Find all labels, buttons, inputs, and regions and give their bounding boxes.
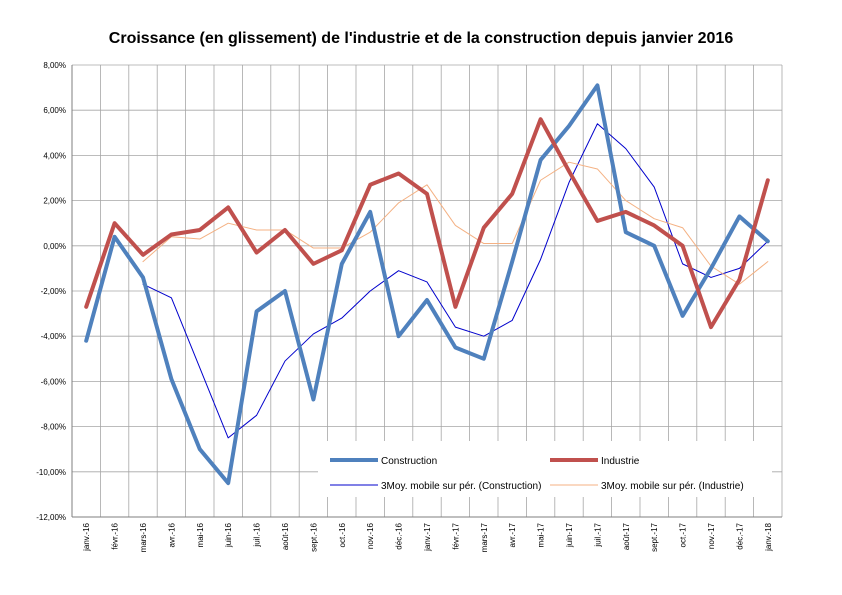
- series-line-1: [84, 117, 770, 330]
- y-tick-label: 0,00%: [43, 242, 66, 251]
- x-tick-label: oct.-16: [338, 522, 347, 547]
- x-tick-label: juil.-16: [253, 522, 262, 547]
- x-tick-label: déc.-16: [395, 522, 404, 549]
- legend-label: Industrie: [601, 456, 640, 467]
- y-tick-label: 8,00%: [43, 61, 66, 70]
- x-tick-label: avr.-17: [508, 522, 517, 547]
- x-tick-label: mai-16: [196, 522, 205, 547]
- series-line-2: [142, 123, 769, 439]
- x-tick-label: sept.-17: [650, 522, 659, 551]
- legend-label: Construction: [381, 456, 437, 467]
- x-tick-label: sept.-16: [309, 522, 318, 551]
- x-tick-label: janv.-18: [764, 522, 773, 551]
- x-tick-label: juin-17: [565, 522, 574, 548]
- y-tick-label: 2,00%: [43, 197, 66, 206]
- y-tick-label: -6,00%: [41, 377, 66, 386]
- x-tick-label: févr.-17: [451, 522, 460, 549]
- series-line-3: [142, 161, 769, 285]
- x-tick-label: janv.-16: [82, 522, 91, 551]
- x-tick-label: déc.-17: [735, 522, 744, 549]
- x-tick-label: juil.-17: [593, 522, 602, 547]
- legend-box: [318, 441, 772, 497]
- x-tick-label: mars-17: [480, 522, 489, 552]
- x-tick-label: août-17: [622, 522, 631, 550]
- series-line-0: [84, 83, 770, 486]
- legend-label: 3Moy. mobile sur pér. (Industrie): [601, 481, 744, 492]
- y-tick-label: -10,00%: [36, 468, 66, 477]
- x-tick-label: avr.-16: [167, 522, 176, 547]
- y-tick-label: -12,00%: [36, 513, 66, 522]
- legend-label: 3Moy. mobile sur pér. (Construction): [381, 481, 541, 492]
- x-tick-label: oct.-17: [679, 522, 688, 547]
- x-tick-label: mai-17: [537, 522, 546, 547]
- x-tick-label: août-16: [281, 522, 290, 550]
- x-tick-label: févr.-16: [111, 522, 120, 549]
- y-tick-label: -8,00%: [41, 423, 66, 432]
- x-tick-label: janv.-17: [423, 522, 432, 551]
- x-tick-label: nov.-16: [366, 522, 375, 549]
- chart-title: Croissance (en glissement) de l'industri…: [108, 30, 734, 47]
- x-tick-label: mars-16: [139, 522, 148, 552]
- x-tick-label: juin-16: [224, 522, 233, 548]
- y-tick-label: 4,00%: [43, 151, 66, 160]
- y-tick-label: -4,00%: [41, 332, 66, 341]
- y-tick-label: -2,00%: [41, 287, 66, 296]
- y-tick-label: 6,00%: [43, 106, 66, 115]
- x-tick-label: nov.-17: [707, 522, 716, 549]
